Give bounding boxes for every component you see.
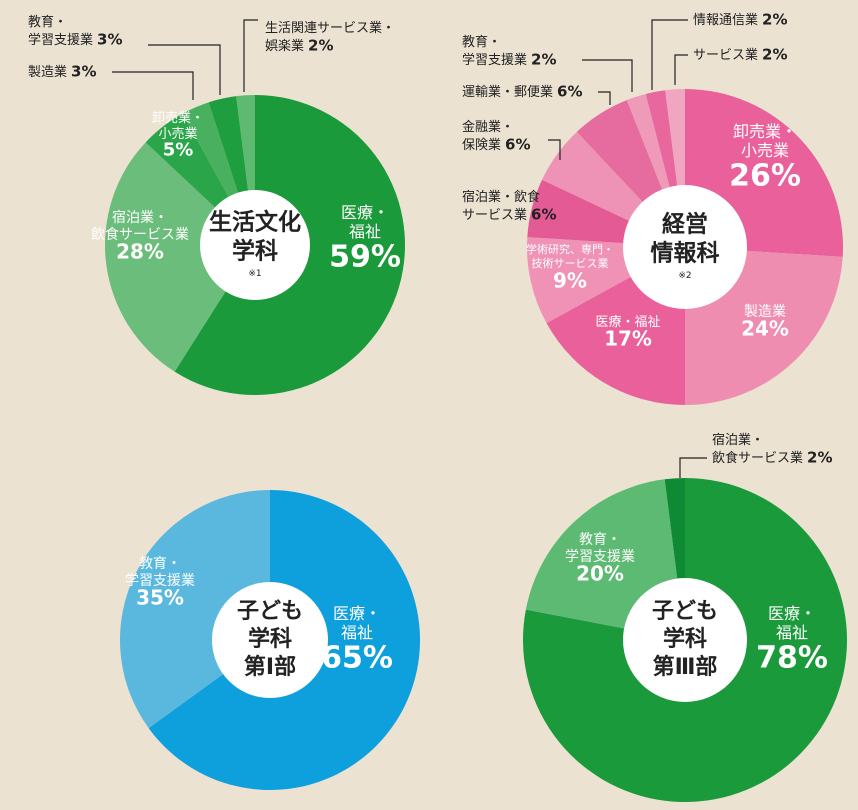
center-hole	[623, 578, 747, 702]
value-label: 26%	[729, 159, 801, 194]
center-hole	[200, 190, 310, 300]
value-label: 3%	[97, 31, 122, 49]
slice-label: 卸売業・小売業	[733, 122, 797, 160]
value-label: 9%	[553, 269, 587, 293]
leader-line	[548, 139, 561, 160]
slice-label: 教育・学習支援業	[28, 14, 93, 48]
center-hole	[212, 582, 328, 698]
center-hole	[623, 185, 747, 309]
slice-label: 金融業・保険業	[462, 119, 514, 153]
slice-label: 医療・福祉	[333, 604, 381, 642]
pie-slice	[105, 142, 255, 372]
slice-label: 製造業	[28, 64, 67, 80]
slice-label: 情報通信業	[693, 12, 758, 28]
slice-label: 宿泊業・飲食サービス業	[712, 432, 803, 466]
value-label: 35%	[136, 586, 184, 610]
slice-label: サービス業	[693, 47, 758, 63]
leader-line	[674, 54, 688, 85]
center-note: ※2	[678, 271, 691, 281]
center-title: 経営情報科	[651, 210, 720, 266]
center-note: ※1	[248, 269, 261, 279]
slice-label: 運輸業・郵便業	[462, 84, 553, 100]
leader-line	[148, 44, 221, 95]
center-title: 子ども学科第Ⅲ部	[652, 599, 718, 680]
slice-label: 学術研究、専門・技術サービス業	[526, 242, 614, 270]
leader-line	[112, 71, 194, 100]
value-label: 3%	[71, 63, 96, 81]
slice-label: 教育・学習支援業	[565, 532, 635, 565]
leader-line	[582, 59, 633, 92]
leader-line	[243, 19, 258, 92]
center-title: 生活文化学科	[209, 208, 301, 264]
value-label: 2%	[807, 449, 832, 467]
slice-label: 宿泊業・飲食サービス業	[91, 209, 189, 243]
center-title: 子ども学科第Ⅰ部	[237, 599, 303, 680]
slice-label: 医療・福祉	[595, 315, 660, 330]
value-label: 17%	[604, 327, 652, 351]
value-label: 59%	[329, 240, 401, 275]
slice-label: 教育・学習支援業	[125, 556, 195, 589]
value-label: 2%	[531, 51, 556, 69]
value-label: 6%	[557, 83, 582, 101]
slice-label: 生活関連サービス業・娯楽業	[265, 20, 395, 54]
slice-label: 教育・学習支援業	[462, 34, 527, 68]
value-label: 5%	[163, 139, 194, 160]
value-label: 78%	[756, 641, 828, 676]
leader-line	[598, 91, 611, 105]
slice-label: 製造業	[744, 304, 786, 320]
value-label: 20%	[576, 562, 624, 586]
value-label: 24%	[741, 317, 789, 341]
value-label: 6%	[531, 206, 556, 224]
slice-label: 宿泊業・飲食サービス業	[462, 189, 540, 223]
value-label: 2%	[308, 37, 333, 55]
pie-slice	[119, 490, 270, 729]
value-label: 65%	[321, 641, 393, 676]
value-label: 28%	[116, 240, 164, 264]
value-label: 6%	[505, 136, 530, 154]
slice-label: 医療・福祉	[768, 604, 816, 642]
value-label: 2%	[762, 46, 787, 64]
slice-label: 卸売業・小売業	[152, 110, 204, 142]
leader-line	[679, 457, 707, 478]
slice-label: 医療・福祉	[341, 203, 389, 241]
leader-line	[651, 19, 688, 90]
value-label: 2%	[762, 11, 787, 29]
